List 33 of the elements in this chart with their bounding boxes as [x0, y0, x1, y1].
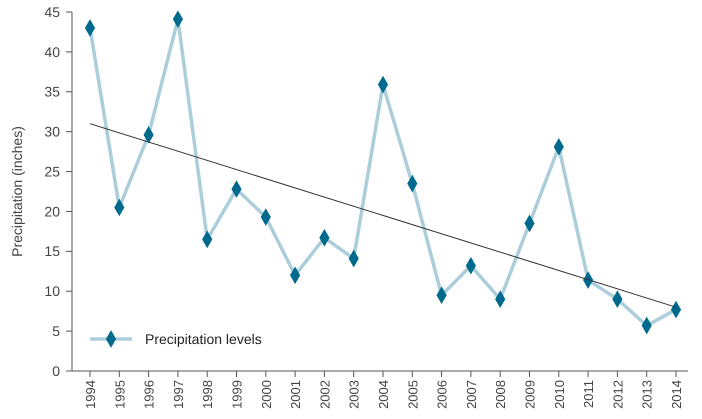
x-tick-label: 2001	[288, 380, 304, 409]
x-tick-label: 2000	[258, 380, 274, 409]
x-tick-label: 2012	[610, 380, 626, 409]
x-tick-label: 2005	[405, 380, 420, 409]
x-tick-label: 1997	[170, 380, 186, 409]
x-tick-label: 1998	[200, 380, 216, 409]
x-tick-label: 2014	[669, 380, 684, 409]
x-tick-label: 2003	[346, 380, 362, 409]
x-tick-label: 2008	[493, 380, 508, 409]
x-tick-label: 2004	[376, 380, 391, 409]
x-tick-label: 1996	[142, 380, 157, 409]
y-tick-label: 0	[52, 362, 60, 379]
y-tick-label: 25	[44, 163, 60, 180]
x-tick-label: 2009	[522, 380, 538, 409]
y-tick-label: 5	[52, 323, 60, 340]
y-tick-label: 30	[44, 124, 60, 140]
y-tick-label: 10	[44, 283, 60, 300]
y-tick-label: 40	[44, 44, 60, 60]
y-tick-label: 45	[44, 4, 60, 20]
y-tick-label: 20	[44, 203, 60, 220]
x-tick-label: 1995	[112, 380, 128, 409]
x-tick-label: 1999	[230, 380, 244, 409]
x-tick-label: 2011	[581, 380, 596, 408]
y-tick-label: 35	[44, 84, 60, 100]
x-tick-label: 2007	[464, 380, 479, 409]
legend-label: Precipitation levels	[145, 330, 262, 347]
x-tick-label: 2002	[317, 380, 332, 409]
y-axis-title: Precipitation (inches)	[9, 126, 25, 257]
x-tick-label: 2006	[434, 380, 450, 409]
x-tick-label: 2013	[640, 380, 655, 409]
y-tick-label: 15	[44, 243, 60, 260]
x-tick-label: 2010	[552, 380, 567, 409]
x-tick-label: 1994	[83, 380, 98, 409]
